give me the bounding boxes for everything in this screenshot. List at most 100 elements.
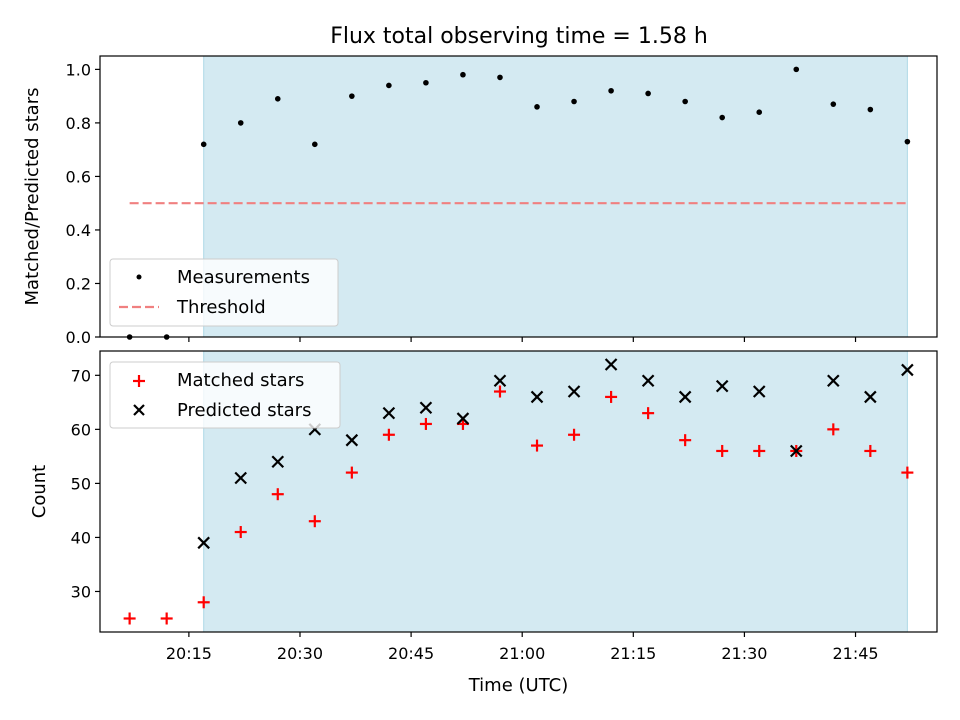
predicted-point	[345, 433, 359, 447]
bottom-ytick-label: 30	[71, 582, 91, 601]
xtick-label: 21:00	[499, 644, 545, 663]
predicted-point	[715, 379, 729, 393]
legend-threshold-label: Threshold	[176, 297, 266, 318]
xtick-label: 21:15	[610, 644, 656, 663]
measurement-point	[608, 87, 614, 94]
top-ytick-label: 0.8	[66, 114, 91, 133]
bottom-axes-frame	[99, 350, 938, 633]
predicted-point	[604, 358, 618, 371]
predicted-point	[456, 412, 470, 425]
measurement-point	[830, 101, 837, 107]
top-legend: Measurements Threshold	[109, 258, 339, 327]
measurement-point	[682, 98, 688, 105]
legend-matched-label: Matched stars	[177, 370, 304, 391]
matched-point	[901, 466, 914, 479]
matched-point	[271, 488, 284, 501]
predicted-point	[419, 401, 433, 415]
matched-point	[493, 385, 506, 398]
predicted-point	[567, 385, 581, 398]
xtick-label: 20:15	[166, 644, 212, 663]
bottom-y-axis-label: Count	[29, 465, 50, 518]
legend-matched-marker	[133, 375, 145, 387]
legend-predicted-label: Predicted stars	[177, 400, 311, 421]
xtick-label: 21:45	[832, 644, 878, 663]
top-y-axis-label: Matched/Predicted stars	[22, 88, 43, 306]
top-legend-box	[109, 258, 339, 327]
predicted-point	[827, 374, 840, 387]
predicted-point	[493, 374, 507, 387]
predicted-point	[752, 385, 766, 398]
predicted-point	[271, 455, 285, 469]
matched-point	[568, 428, 581, 441]
predicted-point	[901, 363, 914, 377]
bottom-legend: Matched stars Predicted stars	[109, 361, 341, 429]
matched-point	[345, 466, 358, 479]
measurement-point	[645, 90, 651, 97]
top-axes-frame	[99, 55, 938, 338]
xtick-label: 20:30	[277, 644, 323, 663]
top-ytick-label: 0.4	[66, 221, 91, 240]
bottom-ytick-label: 60	[71, 420, 91, 439]
xtick-label: 20:45	[388, 644, 434, 663]
measurement-point	[867, 106, 874, 113]
bottom-y-ticks: 30 40 50 60 70	[71, 366, 100, 601]
matched-point	[197, 596, 210, 609]
matched-point	[531, 439, 544, 452]
matched-point	[716, 444, 729, 457]
predicted-point	[197, 536, 210, 550]
bottom-panel: 30 40 50 60 70 20:15 20:30 20:45 21:00 21:15 21:3…	[29, 350, 938, 696]
matched-point	[753, 444, 766, 457]
measurement-points-layer	[126, 66, 911, 340]
bottom-legend-box	[109, 361, 341, 429]
measurement-point	[793, 66, 800, 73]
xtick-label: 21:30	[721, 644, 767, 663]
bottom-ytick-label: 40	[71, 528, 91, 547]
predicted-point	[530, 390, 544, 404]
matched-point	[123, 612, 136, 625]
top-ytick-label: 0.6	[66, 167, 91, 186]
top-ytick-label: 0.2	[66, 274, 91, 293]
bottom-x-ticks: 20:15 20:30 20:45 21:00 21:15 21:30 21:45	[166, 632, 879, 663]
measurement-point	[460, 71, 466, 78]
x-axis-label: Time (UTC)	[468, 675, 569, 696]
matched-point	[827, 423, 840, 436]
measurement-point	[756, 109, 763, 115]
measurement-point	[423, 79, 429, 86]
predicted-point	[678, 390, 692, 404]
measurement-point	[274, 96, 281, 102]
legend-predicted-marker	[133, 404, 145, 416]
top-x-ticks	[188, 337, 857, 342]
matched-point	[419, 417, 432, 430]
matched-point	[864, 444, 877, 457]
chart-title: Flux total observing time = 1.58 h	[330, 24, 708, 49]
matched-point	[642, 407, 655, 420]
top-ytick-label: 0.0	[66, 328, 91, 347]
measurement-point	[534, 104, 540, 110]
matched-point	[679, 434, 692, 447]
measurement-point	[571, 98, 577, 105]
measurement-point	[386, 82, 392, 89]
measurement-point	[719, 114, 725, 121]
predicted-points-layer	[197, 358, 914, 550]
bottom-ytick-label: 70	[71, 366, 91, 385]
matched-point	[308, 515, 321, 528]
bottom-ytick-label: 50	[71, 474, 91, 493]
matched-points-layer	[123, 385, 914, 625]
measurement-point	[904, 138, 911, 145]
top-ytick-label: 1.0	[66, 60, 91, 79]
predicted-point	[864, 390, 877, 404]
matched-point	[160, 612, 173, 625]
legend-measurements-label: Measurements	[177, 267, 310, 288]
measurement-point	[237, 120, 244, 126]
predicted-point	[789, 444, 803, 458]
top-panel: 0.0 0.2 0.4 0.6 0.8 1.0 Matched/Predicted sta…	[22, 55, 938, 347]
measurement-point	[497, 74, 503, 81]
predicted-point	[641, 374, 655, 387]
matched-point	[234, 526, 247, 539]
matched-point	[605, 390, 618, 403]
predicted-point	[234, 471, 248, 485]
matched-point	[382, 428, 395, 441]
measurement-point	[200, 141, 207, 148]
predicted-point	[382, 406, 396, 420]
